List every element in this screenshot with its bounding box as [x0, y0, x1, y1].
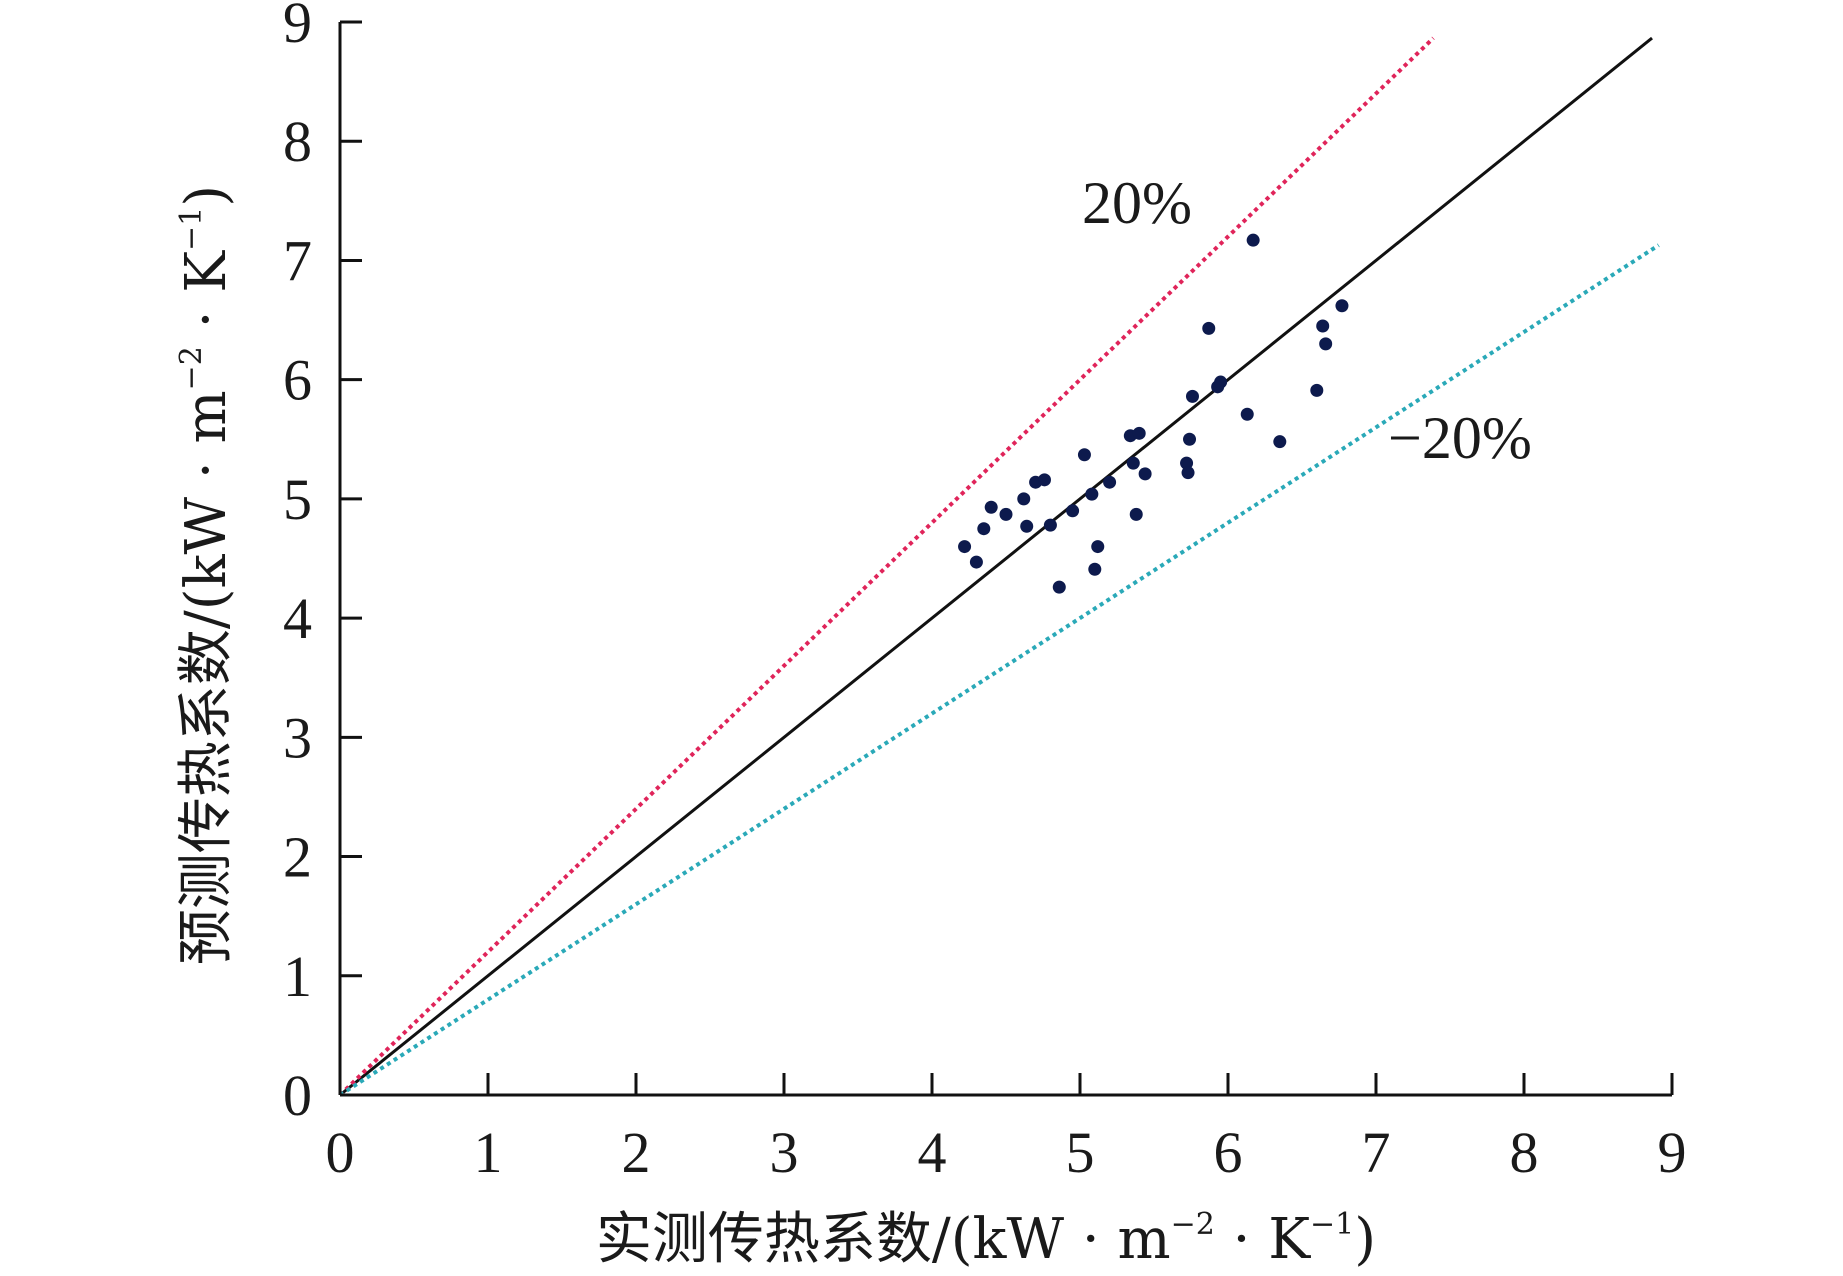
y-tick-label: 6 [283, 348, 312, 413]
scatter-point [958, 540, 972, 554]
data-points [958, 233, 1349, 594]
y-tick-label: 7 [283, 228, 312, 293]
scatter-point [1017, 492, 1031, 506]
scatter-point [1103, 475, 1117, 489]
x-axis-title-mid: · K [1215, 1207, 1311, 1272]
scatter-point [1319, 337, 1333, 351]
y-tick-label: 9 [283, 0, 312, 55]
x-tick-label: 5 [1066, 1120, 1095, 1185]
scatter-point [1181, 466, 1195, 480]
x-axis-title-sup1: −2 [1171, 1207, 1215, 1242]
x-tick-label: 1 [474, 1120, 503, 1185]
scatter-point [1316, 319, 1330, 333]
y-equals-x-line [339, 36, 1653, 1097]
scatter-point [1091, 540, 1105, 554]
scatter-point [1020, 519, 1034, 533]
x-tick-labels: 0 1 2 3 4 5 6 7 8 9 [326, 1120, 1687, 1185]
x-tick-label: 3 [770, 1120, 799, 1185]
x-tick-label: 7 [1362, 1120, 1391, 1185]
y-tick-label: 3 [283, 705, 312, 770]
y-axis-title-end: ) [174, 185, 239, 207]
y-axis-title-main: 预测传热系数/(kW · m [174, 390, 239, 965]
scatter-point [1126, 456, 1140, 470]
scatter-point [1085, 487, 1099, 501]
y-tick-label: 0 [283, 1063, 312, 1128]
y-tick-label: 2 [283, 825, 312, 890]
y-tick-label: 5 [283, 467, 312, 532]
x-tick-label: 0 [326, 1120, 355, 1185]
x-tick-label: 8 [1510, 1120, 1539, 1185]
scatter-point [1132, 426, 1146, 440]
scatter-point [1214, 375, 1228, 389]
scatter-point [1273, 435, 1287, 449]
y-tick-label: 4 [283, 586, 312, 651]
y-axis-title: 预测传热系数/(kW · m−2 · K−1) [174, 185, 239, 965]
scatter-point [1129, 507, 1143, 521]
scatter-point [1183, 432, 1197, 446]
y-axis-title-sup1: −2 [174, 346, 209, 390]
scatter-point [1037, 473, 1051, 487]
x-tick-label: 9 [1658, 1120, 1687, 1185]
x-axis-title-main: 实测传热系数/(kW · m [596, 1207, 1171, 1272]
scatter-point [1043, 518, 1057, 532]
x-axis-title-sup2: −1 [1310, 1207, 1354, 1242]
plus-20-percent-line [338, 36, 1435, 1097]
scatter-point [1052, 580, 1066, 594]
x-tick-label: 2 [622, 1120, 651, 1185]
scatter-point [1246, 233, 1260, 247]
y-tick-labels: 0 1 2 3 4 5 6 7 8 9 [283, 0, 312, 1128]
y-tick-label: 8 [283, 109, 312, 174]
axes [338, 20, 1674, 1097]
annotation-minus-20: −20% [1388, 405, 1532, 471]
scatter-point [969, 555, 983, 569]
x-axis-title: 实测传热系数/(kW · m−2 · K−1) [596, 1207, 1376, 1272]
scatter-point [1310, 383, 1324, 397]
scatter-point [1240, 407, 1254, 421]
x-tick-label: 4 [918, 1120, 947, 1185]
minus-20-percent-line [338, 243, 1660, 1097]
y-axis-title-sup2: −1 [174, 207, 209, 251]
y-axis-title-mid: · K [174, 250, 239, 346]
scatter-point [1180, 456, 1194, 470]
scatter-point [1202, 321, 1216, 335]
ref-lines [338, 36, 1660, 1097]
scatter-point [1088, 562, 1102, 576]
x-axis-title-end: ) [1354, 1207, 1376, 1272]
scatter-point [1066, 504, 1080, 518]
x-tick-label: 6 [1214, 1120, 1243, 1185]
scatter-point [1185, 389, 1199, 403]
scatter-point [977, 522, 991, 536]
scatter-point [1138, 467, 1152, 481]
annotation-plus-20: 20% [1082, 170, 1192, 236]
scatter-point [1077, 448, 1091, 462]
scatter-point [999, 507, 1013, 521]
y-tick-label: 1 [283, 944, 312, 1009]
scatter-point [1335, 299, 1349, 313]
scatter-point [984, 500, 998, 514]
